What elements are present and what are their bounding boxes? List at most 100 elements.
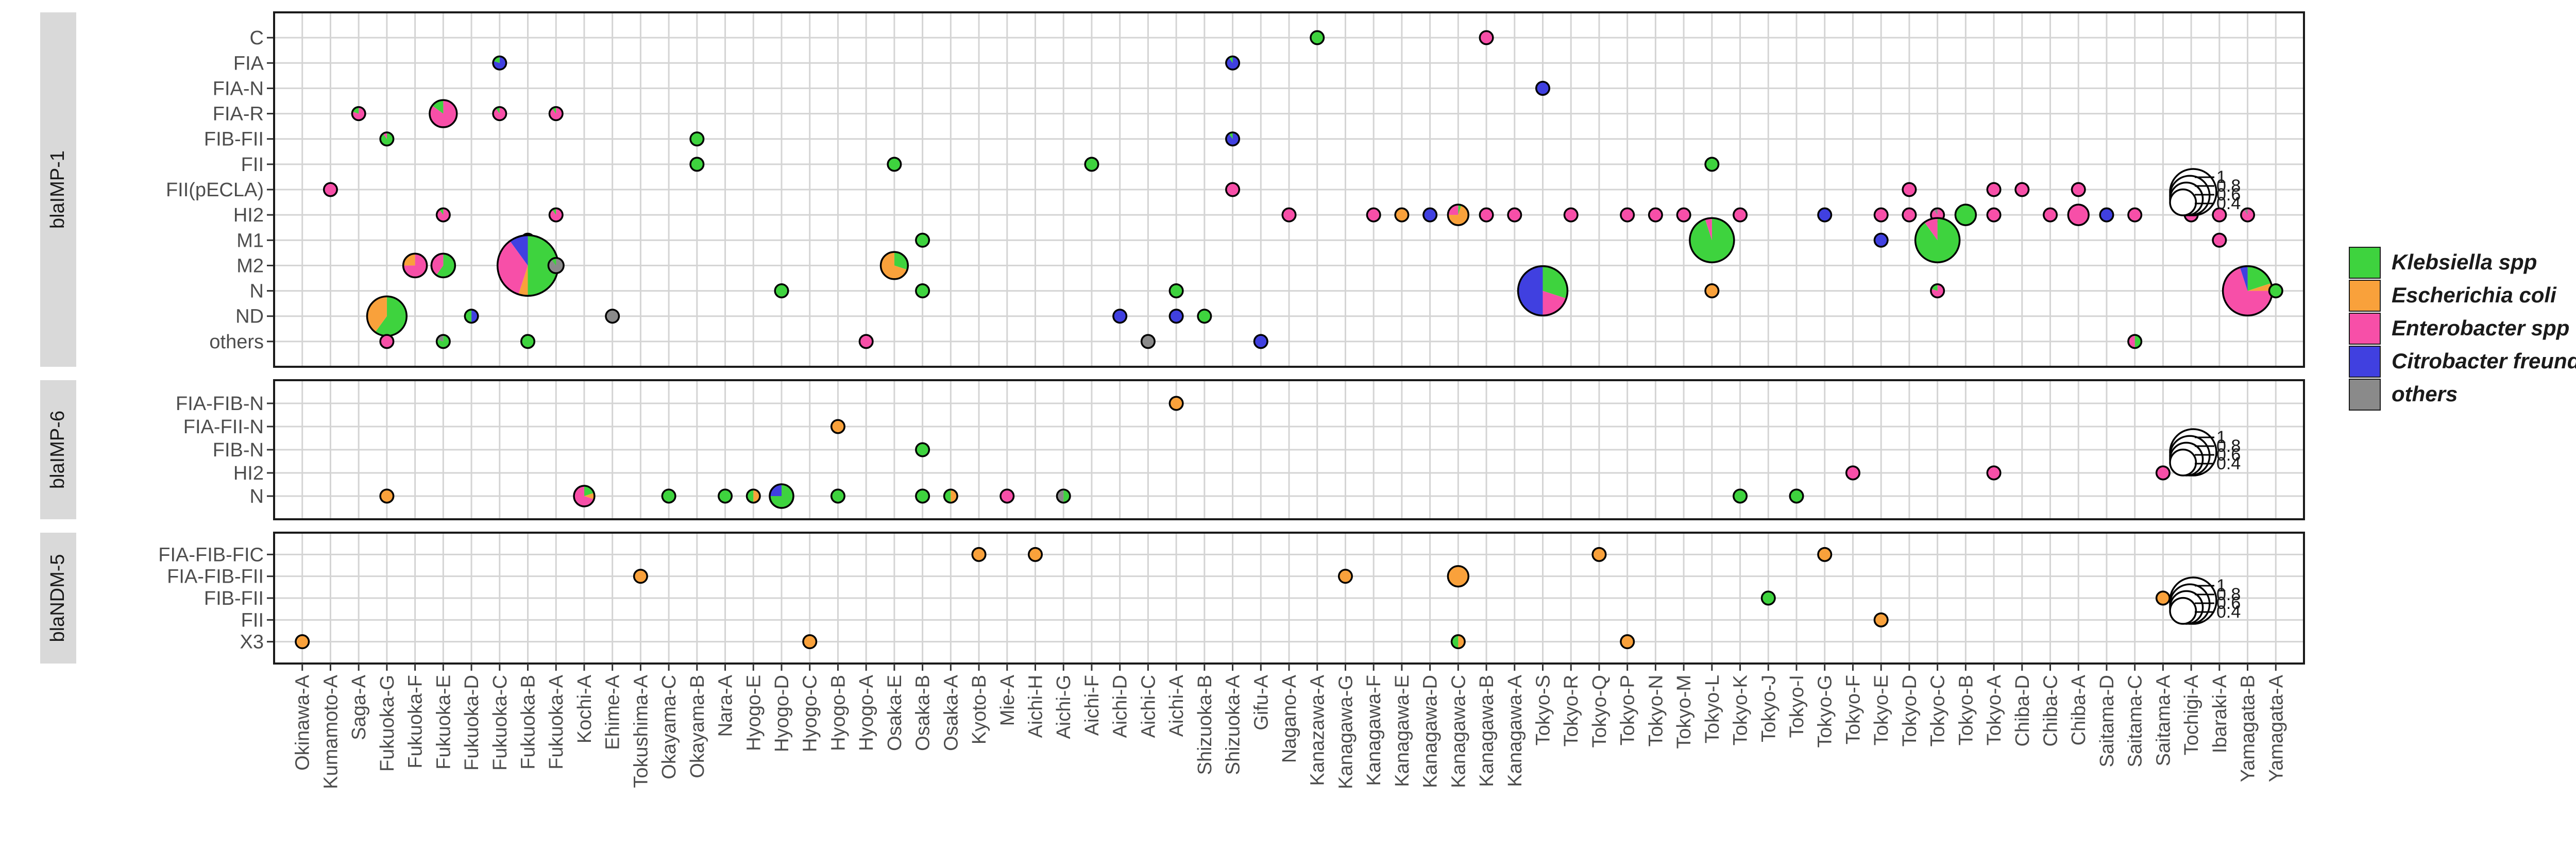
pie-outline <box>379 131 395 147</box>
x-tick-label: Tokyo-I <box>1786 675 1808 738</box>
pie-point-aichi-d-nd <box>1112 309 1128 324</box>
pie-outline <box>1873 232 1889 248</box>
pie-outline <box>548 207 564 223</box>
pie-outline <box>1479 207 1494 223</box>
x-tick-label: Tokyo-J <box>1758 675 1780 742</box>
pie-point-hyogo-e-n <box>745 488 761 504</box>
pie-slice-enterobacter-spp <box>1677 208 1690 222</box>
pie-outline <box>1140 334 1156 349</box>
y-tick-label: N <box>250 486 264 507</box>
pie-slice-enterobacter-spp <box>2213 233 2226 247</box>
pie-outline <box>1914 217 1961 264</box>
pie-point-fukuoka-e-fia-r <box>429 99 458 128</box>
pie-outline <box>379 334 395 349</box>
pie-slice-others <box>605 309 619 323</box>
pie-slice-klebsiella-spp <box>2269 284 2283 298</box>
x-tick-label: Kanagawa-C <box>1448 675 1469 788</box>
pie-point-hyogo-b-fia-fii-n <box>830 419 845 434</box>
pie-point-osaka-b-fib-n <box>915 442 930 457</box>
x-tick-label: Kanagawa-D <box>1420 675 1442 788</box>
pie-slice-klebsiella-spp <box>1790 489 1803 503</box>
y-tick-label: FIB-FII <box>204 129 264 150</box>
pie-point-shizuoka-a-fib-fii <box>1225 131 1241 147</box>
pie-point-tokyo-e-hi2 <box>1873 207 1889 223</box>
pie-slice-klebsiella-spp <box>584 486 594 496</box>
legend-key-citrobacter-freundii <box>2349 346 2381 378</box>
x-tick-label: Tokyo-L <box>1702 675 1723 743</box>
pie-slice-enterobacter-spp <box>380 335 394 348</box>
pie-point-fukuoka-g-nd <box>366 295 408 337</box>
pie-point-ibaraki-a-m1 <box>2212 232 2227 248</box>
pie-slice-enterobacter-spp <box>2128 208 2142 222</box>
pie-slice-escherichia-coli <box>1028 548 1042 562</box>
pie-outline <box>1394 207 1410 223</box>
pie-slice-enterobacter-spp <box>1987 466 2001 480</box>
pie-slice-citrobacter-freundii <box>1113 309 1127 323</box>
pie-slice-enterobacter-spp <box>859 335 873 348</box>
x-tick-label: Tokyo-F <box>1842 675 1864 744</box>
pie-point-osaka-e-fii <box>887 157 902 172</box>
pie-point-ehime-a-nd <box>605 309 620 324</box>
pie-slice-klebsiella-spp <box>375 296 407 336</box>
pie-slice-enterobacter-spp <box>549 107 563 121</box>
pie-point-aichi-a-nd <box>1168 309 1184 324</box>
pie-point-tokyo-g-fia-fib-fic <box>1817 547 1833 562</box>
pie-slice-enterobacter-spp <box>1480 208 1493 222</box>
pie-slice-citrobacter-freundii <box>510 235 528 266</box>
pie-slice-klebsiella-spp <box>916 489 929 503</box>
pie-slice-escherichia-coli <box>1818 548 1832 562</box>
pie-outline <box>1873 612 1889 627</box>
pie-point-saga-a-fia-r <box>351 106 366 122</box>
x-tick-label: Gifu-A <box>1250 674 1272 730</box>
pie-slice-enterobacter-spp <box>1543 291 1567 316</box>
pie-point-fukuoka-d-nd <box>464 309 479 324</box>
data-points <box>323 30 2283 349</box>
pie-slice-enterobacter-spp <box>1705 218 1712 241</box>
pie-outline <box>1873 207 1889 223</box>
pie-point-fukuoka-c-fia <box>492 55 507 71</box>
pie-slice-escherichia-coli <box>1448 205 1469 226</box>
x-tick-label: Okinawa-A <box>292 674 314 770</box>
pie-slice-klebsiella-spp <box>551 258 556 266</box>
pie-point-tokyo-l-fii <box>1704 157 1720 172</box>
color-legend: Klebsiella spp Escherichia coli Enterobact… <box>2349 247 2576 411</box>
data-points <box>295 547 2171 650</box>
pie-slice-escherichia-coli <box>1592 548 1606 562</box>
x-tick-label: Ehime-A <box>602 674 624 750</box>
pie-outline <box>492 55 507 71</box>
pie-point-kanagawa-d-hi2 <box>1422 207 1438 223</box>
legend-key-klebsiella-spp <box>2349 247 2381 279</box>
size-legend-label: 0.8 <box>2216 436 2241 456</box>
size-legend-circle <box>2169 597 2197 625</box>
x-tick-label: Tokyo-P <box>1617 675 1639 745</box>
pie-slice-enterobacter-spp <box>2068 205 2089 226</box>
pie-slice-klebsiella-spp <box>521 335 535 348</box>
pie-point-osaka-a-n <box>943 488 958 504</box>
data-points <box>379 396 2171 509</box>
pie-slice-klebsiella-spp <box>1931 284 1938 291</box>
pie-outline <box>1620 634 1635 650</box>
pie-slice-enterobacter-spp <box>1924 218 1938 241</box>
pie-point-tokyo-i-n <box>1789 488 1804 504</box>
pie-point-tokyo-l-n <box>1704 283 1720 299</box>
pie-outline <box>2042 207 2058 223</box>
pie-point-aichi-h-fia-fib-fic <box>1027 547 1043 562</box>
pie-outline <box>830 488 845 504</box>
x-tick-label: Hyogo-D <box>771 675 793 752</box>
x-tick-label: Chiba-D <box>2012 675 2033 746</box>
pie-slice-klebsiella-spp <box>718 489 732 503</box>
pie-outline <box>1225 131 1241 147</box>
pie-point-tokyo-c-n <box>1930 283 1945 299</box>
pie-outline <box>879 251 909 280</box>
pie-outline <box>1591 547 1607 562</box>
pie-slice-citrobacter-freundii <box>1874 233 1888 247</box>
x-tick-label: Tokyo-E <box>1871 675 1892 745</box>
x-tick-label: Fukuoka-F <box>405 675 427 769</box>
pie-outline <box>915 283 930 299</box>
pie-point-saitama-d-hi2 <box>2099 207 2114 223</box>
pie-slice-enterobacter-spp <box>1903 183 1916 196</box>
size-legend-label: 0.8 <box>2216 176 2241 196</box>
pie-point-kanagawa-b-c <box>1479 30 1494 45</box>
pie-point-tokyo-p-hi2 <box>1620 207 1635 223</box>
